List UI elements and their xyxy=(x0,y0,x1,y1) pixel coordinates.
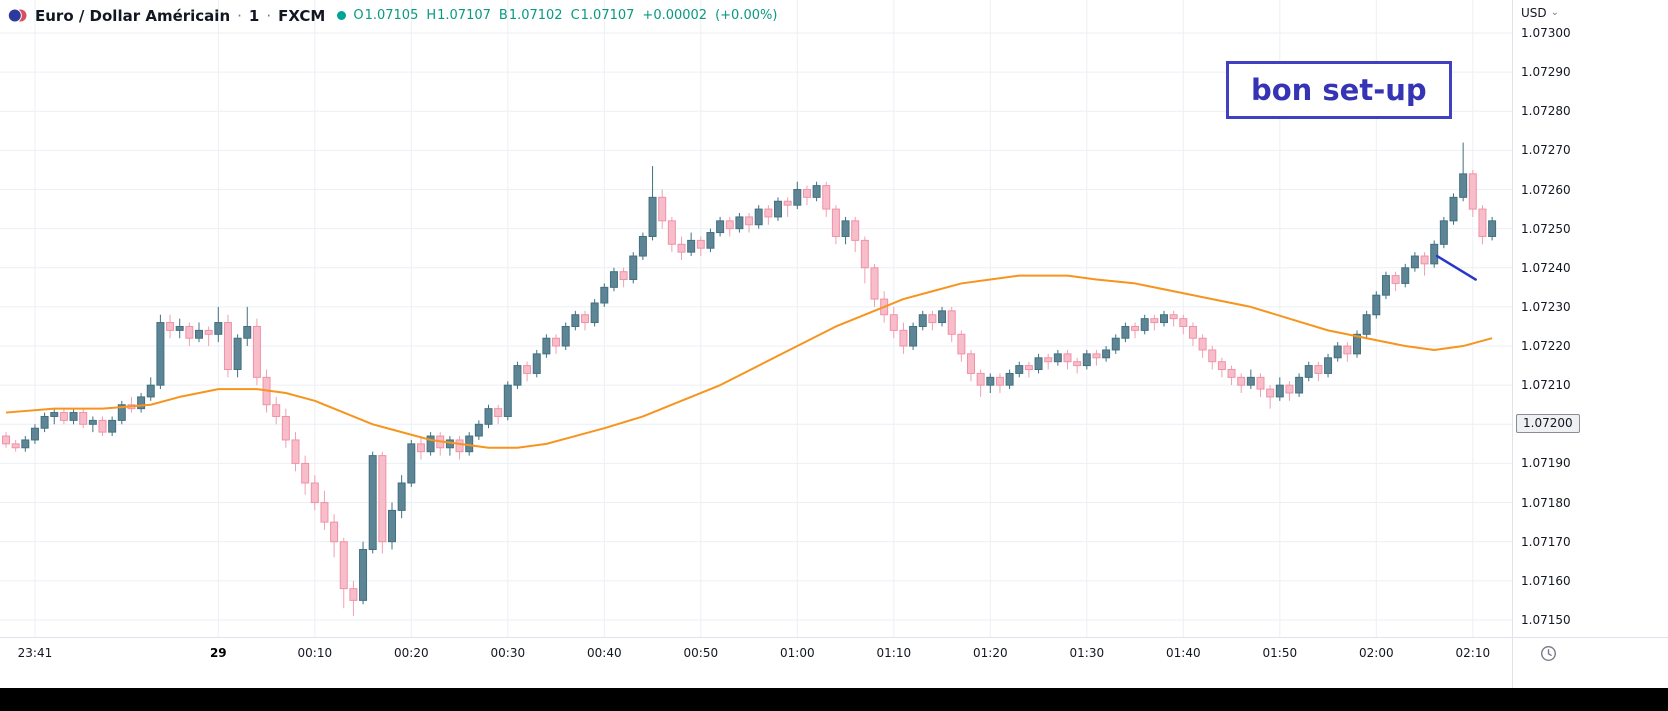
time-tick-label: 01:00 xyxy=(780,646,815,660)
price-tick-label: 1.07160 xyxy=(1521,573,1571,588)
high-value: 1.07107 xyxy=(437,8,491,23)
setup-annotation-box[interactable]: bon set-up xyxy=(1226,61,1452,119)
symbol-legend: Euro / Dollar Américain · 1 · FXCM O 1.07… xyxy=(8,6,777,25)
time-tick-label: 01:40 xyxy=(1166,646,1201,660)
price-tick-label: 1.07280 xyxy=(1521,104,1571,119)
time-tick-label: 29 xyxy=(209,646,227,660)
separator: · xyxy=(237,6,242,25)
timezone-clock-icon[interactable] xyxy=(1540,645,1557,662)
bottom-black-bar xyxy=(0,688,1668,711)
symbol-button[interactable]: Euro / Dollar Américain · 1 · FXCM xyxy=(8,6,325,25)
open-value: 1.07105 xyxy=(364,8,419,23)
price-tick-label: 1.07250 xyxy=(1521,221,1571,236)
chevron-down-icon: ⌄ xyxy=(1550,7,1560,18)
price-tick-label: 1.07300 xyxy=(1521,26,1571,40)
close-value: 1.07107 xyxy=(580,8,635,23)
time-tick-label: 01:10 xyxy=(876,646,912,660)
time-tick-label: 02:10 xyxy=(1455,646,1491,660)
price-tick-label: 1.07190 xyxy=(1521,456,1571,471)
change-percent: (+0.00%) xyxy=(715,8,778,23)
price-axis[interactable]: USD ⌄ 1.07200 1.07300 1.07290 1.07280 1.072… xyxy=(1512,0,1668,688)
interval-label: 1 xyxy=(248,6,260,25)
market-status-icon[interactable] xyxy=(337,11,347,20)
time-tick-label: 00:30 xyxy=(490,646,526,660)
time-tick-label: 01:20 xyxy=(973,646,1008,660)
ohlc-legend: O 1.07105 H 1.07107 B 1.07102 C 1.07107 +0.0… xyxy=(353,8,777,23)
change-value: +0.00002 xyxy=(642,8,708,23)
currency-selector[interactable]: USD ⌄ xyxy=(1521,6,1559,20)
ma-line xyxy=(5,274,1493,449)
time-axis[interactable]: 23:41 29 00:10 00:20 00:30 00:40 00:50 01:00 01:… xyxy=(0,637,1512,688)
annotation-text: bon set-up xyxy=(1251,73,1427,107)
price-tick-label: 1.07270 xyxy=(1521,143,1571,158)
price-tick-label: 1.07230 xyxy=(1521,299,1571,314)
currency-label: USD xyxy=(1521,6,1547,20)
instrument-icon xyxy=(8,6,27,25)
price-tick-label: 1.07150 xyxy=(1521,612,1571,627)
price-tick-label: 1.07220 xyxy=(1521,339,1571,354)
time-tick-label: 00:20 xyxy=(394,646,429,660)
price-tick-label: 1.07240 xyxy=(1521,260,1571,275)
low-value: 1.07102 xyxy=(508,8,563,23)
last-price-label: 1.07200 xyxy=(1516,414,1580,434)
open-label: O xyxy=(353,8,364,23)
trendline-drawing xyxy=(1435,254,1477,281)
time-tick-label: 23:41 xyxy=(17,646,53,660)
time-axis-separator xyxy=(0,637,1668,638)
time-tick-label: 00:50 xyxy=(683,646,719,660)
price-tick-label: 1.07260 xyxy=(1521,182,1571,197)
price-tick-label: 1.07290 xyxy=(1521,65,1571,80)
price-tick-label: 1.07180 xyxy=(1521,495,1571,510)
symbol-title: Euro / Dollar Américain xyxy=(35,6,231,25)
time-tick-label: 02:00 xyxy=(1359,646,1394,660)
time-tick-label: 00:40 xyxy=(587,646,622,660)
high-label: H xyxy=(426,8,437,23)
time-tick-label: 00:10 xyxy=(297,646,333,660)
exchange-label: FXCM xyxy=(278,6,326,25)
price-tick-label: 1.07210 xyxy=(1521,378,1571,393)
price-tick-label: 1.07170 xyxy=(1521,534,1571,549)
close-label: C xyxy=(570,8,580,23)
time-tick-label: 01:50 xyxy=(1262,646,1298,660)
separator: · xyxy=(266,6,272,25)
low-label: B xyxy=(498,8,508,23)
time-tick-label: 01:30 xyxy=(1069,646,1105,660)
